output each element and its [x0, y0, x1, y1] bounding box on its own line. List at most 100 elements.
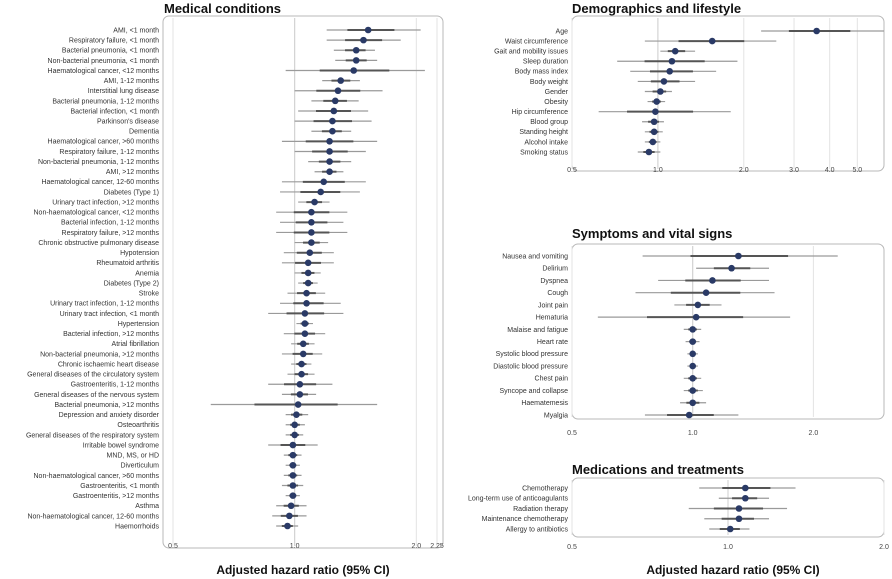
forest-row: Haematemesis: [521, 399, 707, 407]
forest-row: Haematological cancer, >60 months: [48, 138, 378, 146]
tick-label: 2.25: [430, 543, 444, 550]
forest-row: Haematological cancer, <12 months: [48, 67, 425, 75]
forest-row: Hypotension: [120, 249, 334, 257]
category-label: Irritable bowel syndrome: [83, 442, 159, 449]
forest-row: Chest pain: [535, 375, 702, 383]
hazard-ratio-point: [364, 26, 372, 34]
category-label: Chronic obstructive pulmonary disease: [38, 240, 159, 247]
hazard-ratio-point: [289, 461, 297, 469]
category-label: Bacterial infection, <1 month: [70, 108, 159, 115]
forest-row: Asthma: [135, 502, 307, 510]
forest-row: Radiation therapy: [513, 505, 788, 513]
forest-row: Non-bacterial pneumonia, <1 month: [48, 57, 378, 65]
forest-row: Respiratory failure, >12 months: [62, 229, 348, 237]
forest-row: Non-haematological cancer, 12-60 months: [27, 512, 307, 520]
forest-row: Long-term use of anticoagulants: [468, 494, 770, 503]
forest-row: Haematological cancer, 12-60 months: [41, 178, 366, 186]
tick-label: 3.0: [789, 167, 799, 174]
category-label: AMI, 1-12 months: [104, 78, 160, 85]
forest-row: General diseases of the respiratory syst…: [26, 431, 304, 439]
forest-row: Gastroenteritis, 1-12 months: [71, 380, 333, 389]
hazard-ratio-point: [726, 525, 734, 533]
forest-row: AMI, 1-12 months: [104, 77, 360, 85]
category-label: Gastroenteritis, >12 months: [73, 493, 160, 500]
forest-row: AMI, >12 months: [106, 168, 344, 176]
forest-row: Allergy to antibiotics: [506, 525, 750, 533]
tick-label: 2.0: [879, 544, 889, 551]
forest-row: Diverticulum: [120, 461, 300, 470]
forest-row: Bacterial infection, 1-12 months: [61, 219, 344, 227]
hazard-ratio-point: [293, 411, 300, 418]
forest-row: Waist circumference: [505, 37, 777, 45]
category-label: Anemia: [135, 270, 159, 277]
hazard-ratio-point: [728, 264, 735, 272]
hazard-ratio-point: [337, 77, 345, 84]
forest-row: Standing height: [519, 128, 663, 136]
hazard-ratio-point: [308, 239, 315, 246]
category-label: Depression and anxiety disorder: [59, 412, 160, 419]
hazard-ratio-point: [291, 431, 298, 439]
forest-row: Diabetes (Type 1): [104, 188, 360, 196]
category-label: Sleep duration: [523, 59, 568, 66]
hazard-ratio-point: [689, 387, 696, 394]
hazard-ratio-point: [331, 97, 339, 105]
tick-label: 5.0: [852, 167, 862, 174]
category-label: Rheumatoid arthritis: [96, 260, 159, 267]
category-label: Waist circumference: [505, 38, 568, 45]
hazard-ratio-point: [298, 360, 305, 368]
category-label: Urinary tract infection, >12 months: [52, 199, 159, 206]
forest-row: Non-bacterial pneumonia, 1-12 months: [38, 158, 352, 166]
category-label: Delirium: [542, 266, 568, 273]
hazard-ratio-point: [334, 87, 342, 95]
forest-row: Bacterial pneumonia, 1-12 months: [52, 97, 359, 105]
category-label: Non-bacterial pneumonia, 1-12 months: [38, 159, 160, 166]
category-label: General diseases of the respiratory syst…: [26, 432, 159, 439]
category-label: Blood group: [530, 119, 568, 126]
hazard-ratio-point: [308, 229, 315, 236]
forest-row: Chronic obstructive pulmonary disease: [38, 239, 329, 247]
forest-row: Urinary tract infection, >12 months: [52, 198, 330, 206]
forest-row: Cough: [547, 289, 775, 297]
category-label: Haematological cancer, 12-60 months: [41, 179, 159, 186]
hazard-ratio-point: [329, 127, 336, 135]
forest-row: Sleep duration: [523, 57, 738, 66]
hazard-ratio-point: [304, 279, 312, 287]
hazard-ratio-point: [301, 330, 309, 337]
hazard-ratio-point: [689, 362, 696, 370]
hazard-ratio-point: [289, 472, 297, 479]
category-label: Gender: [545, 89, 569, 96]
category-label: Bacterial pneumonia, <1 month: [62, 48, 159, 55]
tick-label: 1.0: [653, 167, 663, 174]
category-label: Joint pain: [538, 302, 568, 309]
forest-row: Urinary tract infection, <1 month: [60, 310, 344, 318]
forest-row: Body weight: [530, 78, 696, 86]
hazard-ratio-point: [653, 98, 660, 105]
hazard-ratio-point: [311, 198, 318, 206]
forest-row: Age: [556, 27, 884, 35]
forest-row: Diabetes (Type 2): [104, 279, 318, 287]
category-label: Haematological cancer, <12 months: [48, 68, 160, 75]
category-label: Malaise and fatigue: [507, 327, 568, 334]
forest-row: Haemorrhoids: [115, 522, 299, 530]
forest-row: General diseases of the circulatory syst…: [27, 370, 315, 379]
hazard-ratio-point: [299, 350, 307, 358]
category-label: Myalgia: [544, 412, 568, 419]
forest-row: Respiratory failure, <1 month: [69, 36, 401, 45]
category-label: Obesity: [544, 99, 568, 106]
category-label: AMI, >12 months: [106, 169, 160, 176]
forest-row: Osteoarthritis: [117, 421, 305, 429]
tick-label: 2.0: [411, 543, 421, 550]
category-label: Diastolic blood pressure: [493, 363, 568, 370]
category-label: Haemorrhoids: [115, 523, 159, 530]
category-label: Bacterial pneumonia, >12 months: [55, 402, 160, 409]
hazard-ratio-point: [291, 421, 298, 429]
hazard-ratio-point: [709, 277, 716, 284]
category-label: Bacterial pneumonia, 1-12 months: [52, 98, 159, 105]
category-label: Heart rate: [537, 339, 568, 346]
forest-row: Joint pain: [538, 301, 722, 309]
hazard-ratio-point: [689, 399, 696, 407]
forest-row: Delirium: [542, 264, 770, 273]
category-label: Interstitial lung disease: [88, 88, 159, 95]
category-label: Urinary tract infection, 1-12 months: [50, 301, 159, 308]
hazard-ratio-point: [742, 484, 749, 492]
